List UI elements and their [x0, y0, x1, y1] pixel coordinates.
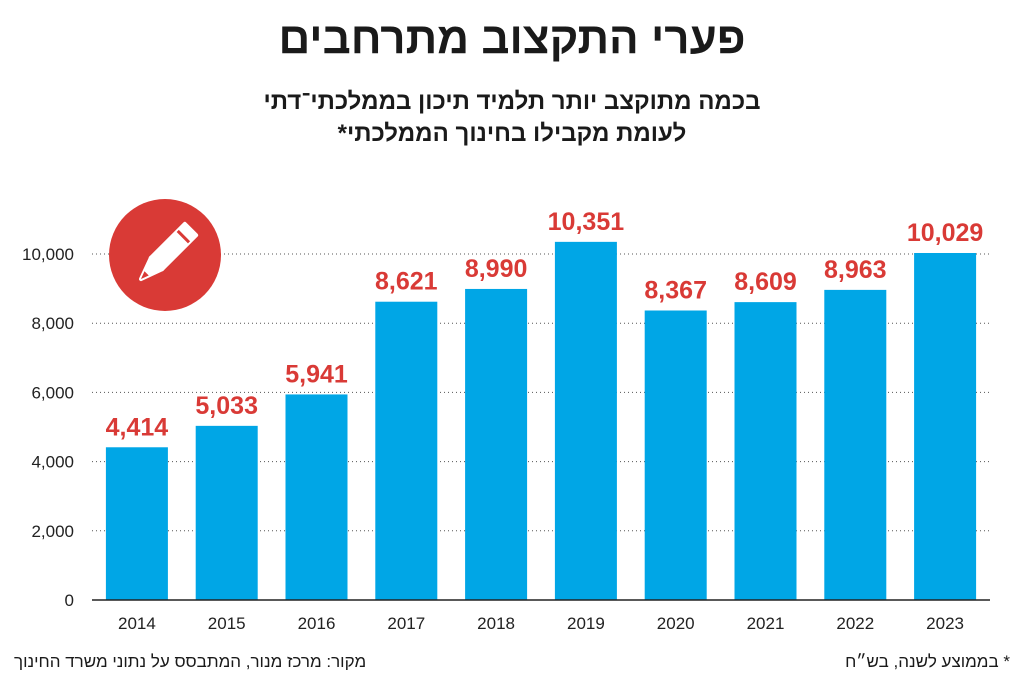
value-label-2019: 10,351: [548, 208, 625, 236]
y-tick-label: 10,000: [22, 245, 74, 264]
subtitle-line-1: בכמה מתוקצב יותר תלמיד תיכון בממלכתי־דתי: [263, 88, 761, 115]
x-tick-label: 2019: [567, 614, 605, 633]
value-label-2023: 10,029: [907, 219, 983, 247]
value-labels: 4,414 5,033 5,941 8,621 8,990 10,351 8,367 8,60…: [106, 208, 984, 441]
x-tick-label: 2020: [657, 614, 695, 633]
x-tick-label: 2018: [477, 614, 515, 633]
y-tick-label: 6,000: [31, 383, 74, 402]
value-label-2015: 5,033: [195, 392, 258, 420]
y-tick-label: 8,000: [31, 314, 74, 333]
source-note: מקור: מרכז מנור, המתבסס על נתוני משרד הח…: [14, 652, 367, 671]
value-label-2021: 8,609: [734, 268, 797, 296]
value-label-2017: 8,621: [375, 268, 438, 296]
y-tick-label: 4,000: [31, 453, 74, 472]
x-tick-label: 2015: [208, 614, 246, 633]
x-tick-label: 2017: [387, 614, 425, 633]
subtitle-line-2: לעומת מקבילו בחינוך הממלכתי*: [337, 120, 687, 147]
x-tick-label: 2022: [836, 614, 874, 633]
value-label-2014: 4,414: [106, 413, 169, 441]
bar-2015: [195, 425, 258, 600]
value-label-2016: 5,941: [285, 360, 348, 388]
chart-subtitle: בכמה מתוקצב יותר תלמיד תיכון בממלכתי־דתי…: [0, 86, 1024, 150]
value-label-2018: 8,990: [465, 255, 528, 283]
bar-2019: [554, 241, 617, 600]
bar-2021: [734, 302, 797, 600]
bar-2014: [105, 447, 168, 600]
bar-2020: [644, 310, 707, 600]
y-axis: 0 2,000 4,000 6,000 8,000 10,000: [22, 245, 74, 610]
footnote: * בממוצע לשנה, בש״ח: [845, 652, 1010, 671]
pencil-icon: [109, 199, 221, 311]
value-label-2022: 8,963: [824, 256, 887, 284]
x-tick-label: 2016: [298, 614, 336, 633]
y-tick-label: 2,000: [31, 522, 74, 541]
x-tick-label: 2021: [747, 614, 785, 633]
x-tick-label: 2023: [926, 614, 964, 633]
y-tick-label: 0: [65, 591, 74, 610]
bar-2018: [465, 288, 528, 600]
bar-2016: [285, 394, 348, 600]
bar-2022: [824, 289, 887, 600]
bar-2017: [375, 301, 438, 600]
bars: [105, 241, 977, 601]
chart-title: פערי התקצוב מתרחבים: [278, 14, 746, 63]
x-axis: 2014 2015 2016 2017 2018 2019 2020 2021 2022 2023: [92, 599, 990, 633]
bar-2023: [914, 252, 977, 601]
x-tick-label: 2014: [118, 614, 156, 633]
value-label-2020: 8,367: [644, 277, 707, 305]
